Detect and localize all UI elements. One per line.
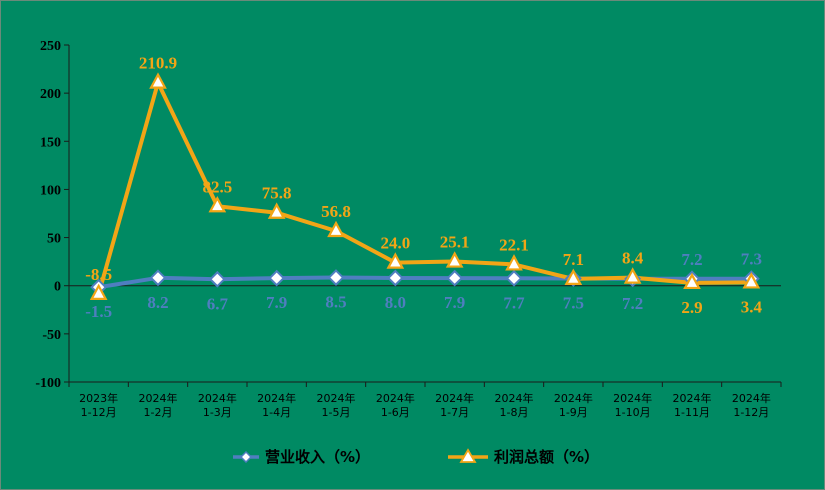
x-tick-label: 2024年 1-3月 [198, 391, 237, 419]
y-tick-label: 150 [40, 135, 61, 150]
revenue-data-label: 8.0 [385, 293, 406, 312]
x-tick-label: 2024年 1-11月 [673, 391, 712, 419]
x-tick-label: 2023年 1-12月 [79, 391, 118, 419]
profit-data-label: 56.8 [321, 202, 351, 221]
revenue-data-label: 7.9 [444, 293, 465, 312]
profit-data-label: -8.5 [85, 265, 112, 284]
x-tick-label: 2024年 1-9月 [554, 391, 593, 419]
profit-data-label: 8.4 [622, 249, 644, 268]
revenue-point [446, 269, 464, 287]
profit-point [208, 195, 227, 213]
x-tick-label: 2024年 1-5月 [317, 391, 356, 419]
legend-revenue-marker [239, 450, 253, 464]
y-tick-label: 50 [47, 232, 61, 247]
profit-point [149, 72, 167, 89]
y-tick-label: 250 [40, 39, 61, 54]
revenue-point [149, 269, 167, 287]
profit-point [445, 251, 464, 268]
revenue-data-label: 7.2 [622, 294, 643, 313]
profit-point [267, 202, 286, 219]
x-tick-label: 2024年 1-12月 [732, 391, 771, 419]
profit-data-label: 3.4 [741, 297, 763, 316]
revenue-point [208, 270, 226, 288]
revenue-point [327, 269, 345, 286]
profit-data-label: 25.1 [440, 233, 470, 252]
legend-revenue-label: 营业收入（%） [265, 448, 370, 466]
revenue-point [386, 269, 404, 287]
revenue-data-label: 7.2 [681, 250, 702, 269]
profit-data-label: 22.1 [499, 235, 529, 254]
data-labels: -1.5 8.2 6.7 7.9 8.5 8.0 7.9 7.7 7.5 7.2 7.2 7.3 -8.… [85, 54, 762, 322]
profit-point [564, 268, 583, 285]
revenue-data-label: 7.5 [563, 293, 584, 312]
x-tick-label: 2024年 1-10月 [613, 391, 652, 419]
y-tick-label: -50 [42, 328, 61, 343]
profit-data-label: 2.9 [681, 298, 702, 317]
y-tick-label: 200 [40, 87, 61, 102]
y-tick-label: 0 [54, 280, 61, 295]
y-axis-ticks: -100 -50 0 50 100 150 200 250 [35, 39, 69, 391]
y-tick-label: 100 [40, 183, 61, 198]
legend: 营业收入（%） 利润总额（%） [233, 448, 599, 466]
profit-line [96, 80, 752, 295]
x-tick-label: 2024年 1-8月 [495, 391, 534, 419]
x-axis-ticks: 2023年 1-12月 2024年 1-2月 2024年 1-3月 2024年 1-4月 202… [68, 382, 782, 419]
series-layer [89, 72, 761, 300]
profit-data-label: 82.5 [202, 177, 232, 196]
legend-item-revenue: 营业收入（%） [233, 448, 370, 466]
revenue-data-label: 7.3 [741, 250, 762, 269]
profit-point [89, 283, 108, 300]
revenue-point [268, 269, 286, 287]
axes [68, 45, 781, 383]
revenue-data-label: 7.9 [266, 293, 287, 312]
profit-data-label: 210.9 [139, 54, 177, 73]
revenue-data-label: -1.5 [85, 302, 112, 321]
revenue-data-label: 8.2 [147, 293, 168, 312]
x-tick-label: 2024年 1-2月 [139, 391, 178, 419]
profit-point [683, 272, 701, 290]
x-tick-label: 2024年 1-7月 [435, 391, 474, 419]
profit-data-label: 75.8 [262, 184, 292, 203]
profit-point [386, 252, 405, 269]
y-tick-label: -100 [35, 376, 61, 391]
revenue-point [505, 269, 523, 287]
x-tick-label: 2024年 1-4月 [257, 391, 296, 419]
profit-point [505, 254, 523, 271]
profit-point [623, 267, 642, 284]
revenue-data-label: 7.7 [503, 293, 525, 312]
legend-item-profit: 利润总额（%） [448, 448, 599, 466]
profit-point [742, 272, 761, 289]
profit-point [327, 220, 345, 238]
revenue-data-label: 8.5 [325, 293, 346, 312]
x-tick-label: 2024年 1-6月 [376, 391, 415, 419]
legend-profit-marker [459, 448, 477, 463]
legend-profit-label: 利润总额（%） [494, 448, 599, 466]
profit-data-label: 24.0 [380, 234, 410, 253]
profit-data-label: 7.1 [563, 250, 584, 269]
revenue-data-label: 6.7 [207, 294, 229, 313]
